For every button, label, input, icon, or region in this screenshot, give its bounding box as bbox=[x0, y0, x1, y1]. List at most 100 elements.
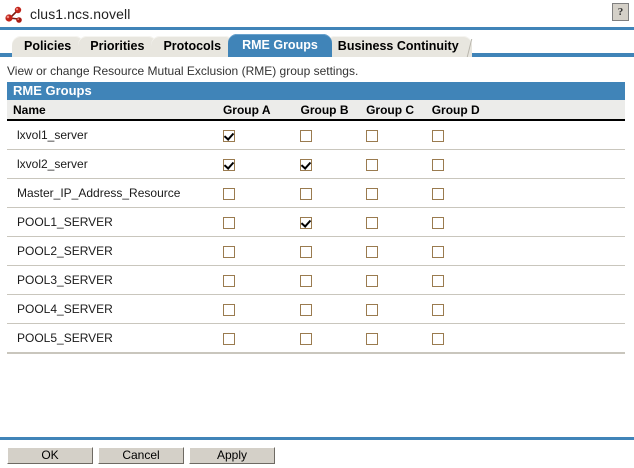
checkbox-group-b[interactable] bbox=[300, 303, 313, 316]
panel-banner: RME Groups bbox=[7, 82, 625, 100]
resource-name-cell: POOL5_SERVER bbox=[7, 323, 223, 353]
table-row: POOL5_SERVER bbox=[7, 323, 625, 353]
apply-button[interactable]: Apply bbox=[189, 447, 275, 464]
group-c-cell bbox=[366, 178, 432, 208]
group-a-cell bbox=[222, 236, 301, 266]
group-b-cell bbox=[300, 265, 367, 295]
checkbox-group-a[interactable] bbox=[222, 216, 235, 229]
tab-rme-groups[interactable]: RME Groups bbox=[228, 34, 332, 57]
table-row: lxvol2_server bbox=[7, 149, 625, 179]
group-b-cell bbox=[300, 207, 367, 237]
group-c-cell bbox=[366, 236, 432, 266]
group-d-cell bbox=[431, 149, 625, 179]
resource-name-cell: lxvol1_server bbox=[7, 120, 223, 150]
resource-name-cell: POOL1_SERVER bbox=[7, 207, 223, 237]
group-b-cell bbox=[300, 236, 367, 266]
column-header-group-b: Group B bbox=[300, 100, 367, 121]
group-b-cell bbox=[300, 120, 367, 150]
title-bar: clus1.ncs.novell ? bbox=[0, 0, 634, 30]
group-d-cell bbox=[431, 323, 625, 353]
table-row: Master_IP_Address_Resource bbox=[7, 178, 625, 208]
checkbox-group-a[interactable] bbox=[222, 129, 235, 142]
checkbox-group-c[interactable] bbox=[366, 129, 379, 142]
column-header-name: Name bbox=[7, 100, 223, 121]
group-a-cell bbox=[222, 265, 301, 295]
table-row: lxvol1_server bbox=[7, 120, 625, 150]
group-b-cell bbox=[300, 323, 367, 353]
checkbox-group-a[interactable] bbox=[222, 245, 235, 258]
checkbox-group-c[interactable] bbox=[366, 187, 379, 200]
group-d-cell bbox=[431, 294, 625, 324]
page-description: View or change Resource Mutual Exclusion… bbox=[7, 64, 359, 78]
checkbox-group-b[interactable] bbox=[300, 274, 313, 287]
checkbox-group-a[interactable] bbox=[222, 187, 235, 200]
checkbox-group-b[interactable] bbox=[300, 245, 313, 258]
tab-policies[interactable]: Policies bbox=[12, 36, 85, 57]
group-c-cell bbox=[366, 265, 432, 295]
group-c-cell bbox=[366, 120, 432, 150]
footer-divider bbox=[0, 437, 634, 440]
column-header-group-c: Group C bbox=[366, 100, 432, 121]
resource-name-cell: Master_IP_Address_Resource bbox=[7, 178, 223, 208]
cluster-icon bbox=[4, 5, 24, 25]
group-a-cell bbox=[222, 120, 301, 150]
checkbox-group-a[interactable] bbox=[222, 332, 235, 345]
group-d-cell bbox=[431, 178, 625, 208]
cancel-button[interactable]: Cancel bbox=[98, 447, 184, 464]
checkbox-group-b[interactable] bbox=[300, 187, 313, 200]
checkbox-group-c[interactable] bbox=[366, 303, 379, 316]
checkbox-group-a[interactable] bbox=[222, 158, 235, 171]
group-c-cell bbox=[366, 149, 432, 179]
checkbox-group-b[interactable] bbox=[300, 129, 313, 142]
checkbox-group-d[interactable] bbox=[431, 187, 444, 200]
checkbox-group-d[interactable] bbox=[431, 303, 444, 316]
tab-business-continuity[interactable]: Business Continuity bbox=[325, 36, 472, 57]
checkbox-group-d[interactable] bbox=[431, 332, 444, 345]
button-bar: OK Cancel Apply bbox=[7, 447, 280, 464]
checkbox-group-b[interactable] bbox=[300, 158, 313, 171]
group-c-cell bbox=[366, 207, 432, 237]
group-b-cell bbox=[300, 178, 367, 208]
column-header-group-a: Group A bbox=[222, 100, 301, 121]
table-bottom-divider bbox=[7, 353, 625, 354]
rme-groups-panel: RME Groups Name Group A Group B Group C … bbox=[7, 82, 625, 354]
group-d-cell bbox=[431, 120, 625, 150]
resource-name-cell: POOL2_SERVER bbox=[7, 236, 223, 266]
checkbox-group-c[interactable] bbox=[366, 245, 379, 258]
checkbox-group-c[interactable] bbox=[366, 274, 379, 287]
checkbox-group-c[interactable] bbox=[366, 158, 379, 171]
group-a-cell bbox=[222, 149, 301, 179]
checkbox-group-d[interactable] bbox=[431, 245, 444, 258]
tab-protocols[interactable]: Protocols bbox=[151, 36, 235, 57]
group-c-cell bbox=[366, 323, 432, 353]
checkbox-group-d[interactable] bbox=[431, 274, 444, 287]
checkbox-group-b[interactable] bbox=[300, 332, 313, 345]
checkbox-group-d[interactable] bbox=[431, 216, 444, 229]
group-d-cell bbox=[431, 236, 625, 266]
ok-button[interactable]: OK bbox=[7, 447, 93, 464]
table-row: POOL4_SERVER bbox=[7, 294, 625, 324]
group-b-cell bbox=[300, 149, 367, 179]
table-row: POOL1_SERVER bbox=[7, 207, 625, 237]
column-header-group-d: Group D bbox=[431, 100, 625, 121]
checkbox-group-d[interactable] bbox=[431, 158, 444, 171]
checkbox-group-c[interactable] bbox=[366, 332, 379, 345]
table-row: POOL3_SERVER bbox=[7, 265, 625, 295]
table-header-row: Name Group A Group B Group C Group D bbox=[7, 100, 625, 121]
group-a-cell bbox=[222, 323, 301, 353]
group-d-cell bbox=[431, 207, 625, 237]
checkbox-group-b[interactable] bbox=[300, 216, 313, 229]
group-a-cell bbox=[222, 207, 301, 237]
checkbox-group-a[interactable] bbox=[222, 303, 235, 316]
page-title: clus1.ncs.novell bbox=[30, 5, 131, 22]
group-b-cell bbox=[300, 294, 367, 324]
tab-priorities[interactable]: Priorities bbox=[78, 36, 158, 57]
group-a-cell bbox=[222, 294, 301, 324]
resource-name-cell: lxvol2_server bbox=[7, 149, 223, 179]
table-body: lxvol1_server lxvol2_server Master_IP_Addr… bbox=[7, 120, 625, 353]
checkbox-group-c[interactable] bbox=[366, 216, 379, 229]
checkbox-group-d[interactable] bbox=[431, 129, 444, 142]
checkbox-group-a[interactable] bbox=[222, 274, 235, 287]
table-row: POOL2_SERVER bbox=[7, 236, 625, 266]
help-button[interactable]: ? bbox=[612, 3, 629, 21]
